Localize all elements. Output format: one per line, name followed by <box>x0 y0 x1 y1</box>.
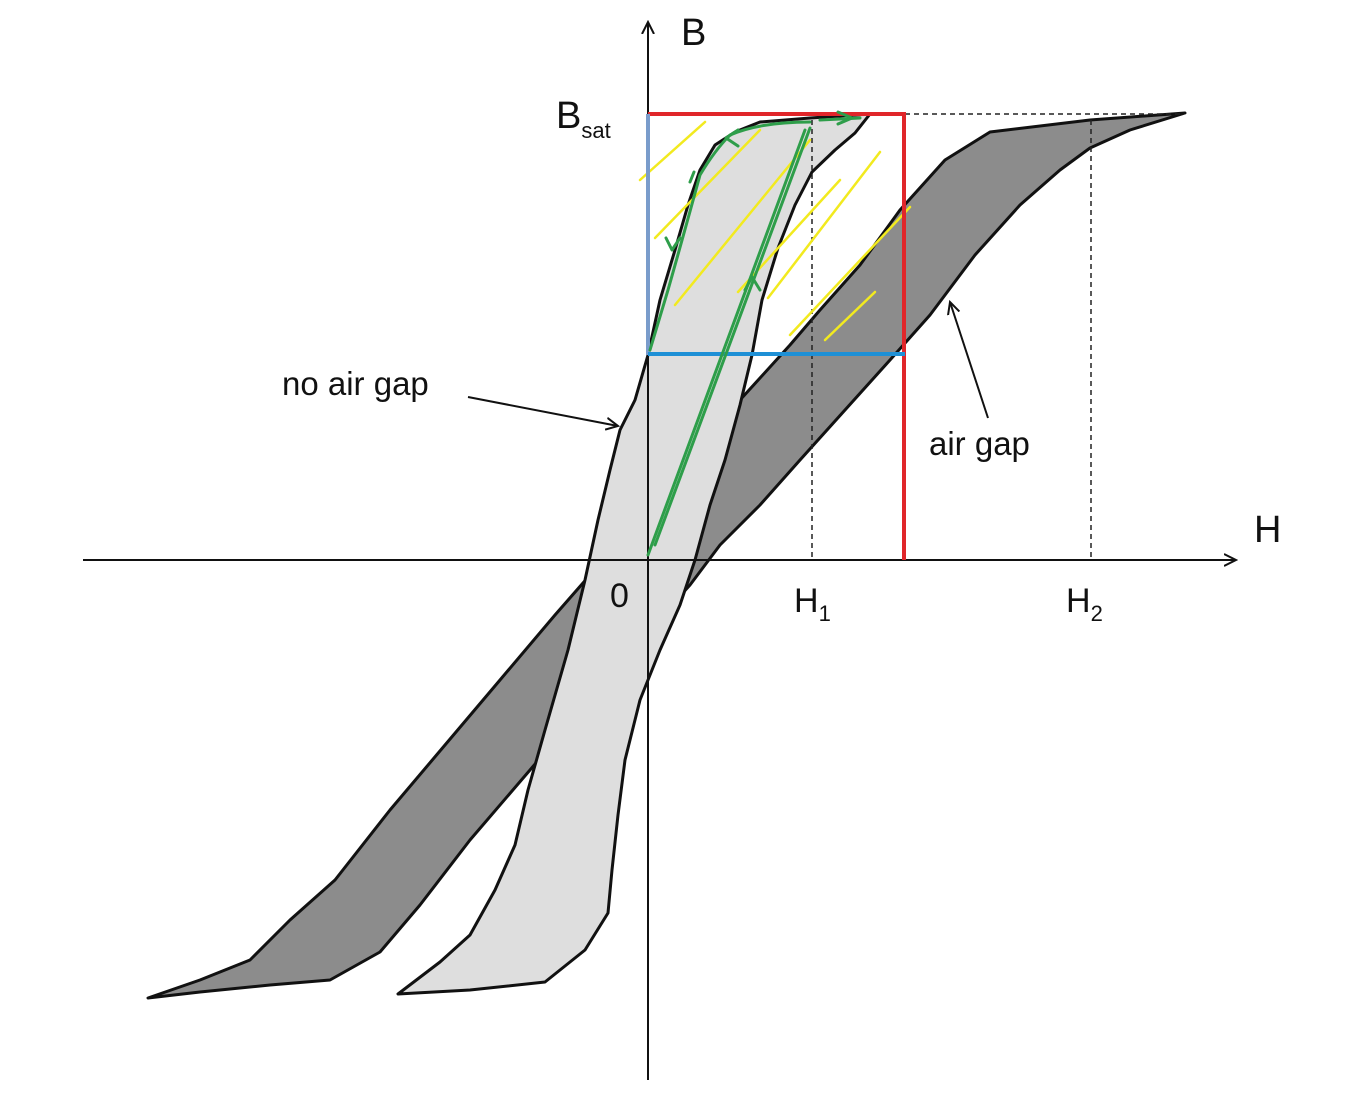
h2-main: H <box>1066 582 1091 620</box>
origin-label: 0 <box>610 577 629 615</box>
air-gap-pointer <box>950 302 989 419</box>
b-axis-label: B <box>681 12 706 54</box>
air-gap-label: air gap <box>929 425 1030 462</box>
h1-sub: 1 <box>819 601 831 626</box>
h-axis-label: H <box>1254 509 1281 551</box>
no-air-gap-label: no air gap <box>282 365 429 402</box>
h2-label: H2 <box>1066 582 1103 626</box>
no-air-gap-loop <box>396 112 872 996</box>
red-box <box>648 112 906 560</box>
h2-sub: 2 <box>1091 601 1103 626</box>
no-air-gap-pointer <box>467 396 618 426</box>
bsat-main: B <box>556 95 581 137</box>
bsat-label: Bsat <box>556 95 611 143</box>
h1-label: H1 <box>794 582 831 626</box>
bsat-sub: sat <box>581 118 610 143</box>
h1-main: H <box>794 582 819 620</box>
green-minor-loop <box>646 110 862 557</box>
